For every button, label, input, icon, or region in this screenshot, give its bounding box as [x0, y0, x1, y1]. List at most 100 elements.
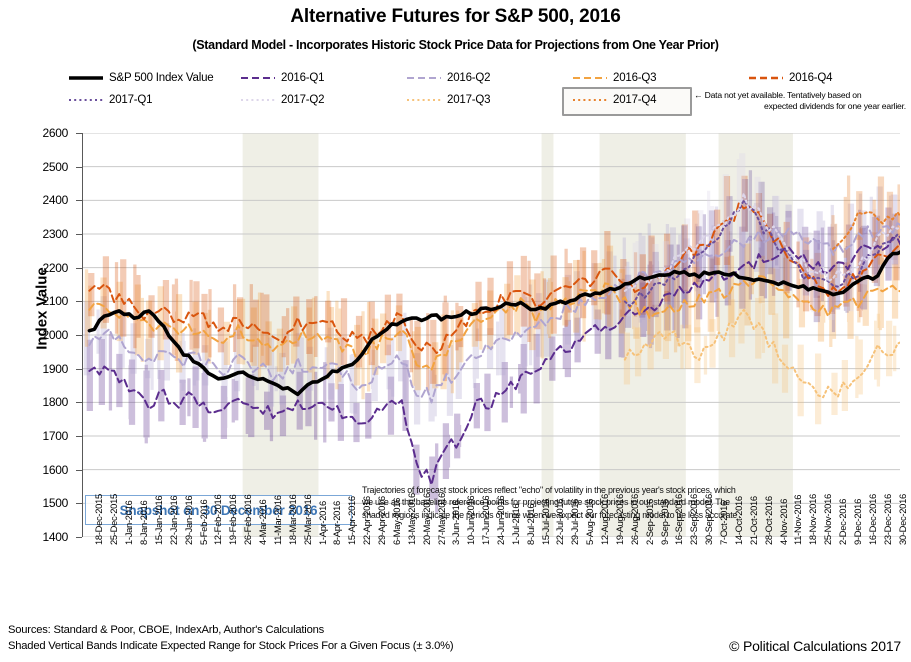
y-axis-tick-label: 2500 — [42, 159, 69, 174]
legend-item-label: 2016-Q3 — [613, 72, 657, 84]
legend-item-2017-q3[interactable]: 2017-Q3 — [406, 92, 491, 108]
x-axis-tick-label: 1-Jul-2016 — [509, 503, 521, 545]
bands-note-line: Shaded Vertical Bands Indicate Expected … — [8, 640, 454, 652]
y-axis-tick-mark — [76, 166, 82, 168]
y-axis-tick-mark — [76, 335, 82, 336]
page-title: Alternative Futures for S&P 500, 2016 — [290, 6, 621, 27]
x-axis-tick-label: 12-Aug-2016 — [599, 494, 611, 545]
x-axis-tick-label: 7-Oct-2016 — [718, 501, 730, 545]
y-axis-tick-label: 1700 — [42, 429, 69, 443]
chart-legend: S&P 500 Index Value 2016-Q1 2016-Q2 2016-Q3… — [68, 70, 906, 116]
series-line-2016-q2 — [88, 222, 900, 404]
series-line-2017-q1 — [623, 199, 900, 307]
x-axis-tick-label: 16-Dec-2016 — [866, 494, 878, 545]
y-axis-title: Index Value — [33, 267, 51, 350]
x-axis-tick-label: 22-Jan-2016 — [167, 495, 179, 545]
legend-item-label: 2016-Q2 — [447, 72, 491, 84]
copyright-notice: © Political Calculations 2017 — [729, 638, 901, 654]
legend-swatch-icon — [573, 99, 607, 101]
x-axis-tick-label: 21-Oct-2016 — [747, 496, 759, 545]
x-axis-tick-label: 18-Nov-2016 — [807, 494, 819, 545]
legend-item-s-p-500-index-value[interactable]: S&P 500 Index Value — [68, 70, 214, 86]
x-axis-tick-label: 13-May-2016 — [405, 493, 417, 545]
y-axis-tick-label: 2000 — [42, 328, 69, 342]
x-axis-tick-label: 26-Aug-2016 — [628, 494, 640, 545]
y-axis-tick-label: 1400 — [42, 530, 69, 544]
series-line-s-p-500-index-value — [87, 250, 900, 397]
range-band-2017-q3 — [623, 286, 897, 425]
y-axis-tick-label: 2200 — [42, 260, 69, 275]
x-axis-tick-label: 30-Sep-2016 — [703, 494, 715, 545]
y-axis-tick-mark — [76, 436, 82, 437]
y-axis-tick-label: 2300 — [42, 227, 69, 241]
legend-item-2017-q1[interactable]: 2017-Q1 — [68, 92, 153, 108]
snapshot-badge: Snapshot on 30 December 2016 — [85, 495, 352, 525]
y-axis-tick-label: 1800 — [42, 395, 69, 410]
x-axis-tick-label: 1-Apr-2016 — [316, 501, 328, 545]
x-axis-tick-label: 16-Sep-2016 — [673, 494, 685, 545]
x-axis-tick-label: 15-Jan-2016 — [152, 495, 164, 545]
y-axis-tick-mark — [76, 133, 82, 134]
x-axis-tick-label: 29-Jan-2016 — [182, 495, 194, 545]
x-axis-tick-label: 22-Apr-2016 — [361, 496, 373, 545]
legend-item-2016-q4[interactable]: 2016-Q4 — [748, 70, 833, 86]
legend-swatch-icon — [241, 99, 275, 101]
x-axis-tick-label: 15-Apr-2016 — [346, 496, 358, 545]
y-axis-tick-mark — [76, 301, 82, 303]
y-axis-tick-mark — [76, 469, 82, 471]
legend-swatch-icon — [407, 99, 441, 101]
legend-item-2017-q4[interactable]: 2017-Q4 — [572, 92, 657, 108]
legend-item-2016-q1[interactable]: 2016-Q1 — [240, 70, 325, 86]
legend-swatch-icon — [69, 99, 103, 101]
legend-item-2017-q2[interactable]: 2017-Q2 — [240, 92, 325, 108]
x-axis-tick-label: 19-Feb-2016 — [227, 494, 239, 545]
x-axis-tick-label: 18-Mar-2016 — [286, 494, 298, 545]
x-axis-tick-label: 11-Nov-2016 — [792, 494, 804, 545]
x-axis-tick-label: 23-Sep-2016 — [688, 494, 700, 545]
x-axis-tick-label: 9-Dec-2016 — [851, 499, 863, 545]
y-axis-tick-label: 1900 — [42, 361, 69, 376]
legend-item-label: 2017-Q3 — [447, 94, 491, 106]
x-axis-tick-label: 12-Feb-2016 — [212, 494, 224, 545]
x-axis-labels: 18-Dec-2015 25-Dec-2015 1-Jan-2016 8-Jan-20… — [0, 493, 911, 622]
x-axis-tick-label: 15-Jul-2016 — [539, 498, 551, 545]
x-axis-tick-label: 18-Dec-2015 — [93, 494, 105, 545]
x-axis-tick-label: 9-Sep-2016 — [658, 499, 670, 545]
y-axis-line — [82, 133, 83, 537]
y-axis-labels: 1400 1500 1600 1700 1800 1900 2000 2100 2200 2300… — [0, 126, 82, 544]
legend-item-label: 2016-Q4 — [789, 72, 833, 84]
x-axis-tick-label: 26-Feb-2016 — [242, 494, 254, 545]
y-axis-tick-label: 1600 — [42, 462, 69, 477]
x-axis-tick-label: 29-Apr-2016 — [376, 496, 388, 545]
y-axis-tick-label: 1500 — [42, 496, 69, 511]
y-axis-tick-label: 2400 — [42, 193, 69, 208]
series-line-2016-q3 — [88, 275, 900, 371]
y-axis-tick-mark — [76, 503, 82, 505]
series-line-2017-q4 — [832, 211, 900, 250]
x-axis-tick-label: 25-Dec-2015 — [108, 494, 120, 545]
x-axis-tick-label: 14-Oct-2016 — [732, 496, 744, 545]
x-axis-tick-label: 11-Mar-2016 — [271, 495, 283, 545]
y-axis-tick-label: 2600 — [42, 126, 69, 140]
y-axis-tick-label: 2100 — [42, 294, 69, 309]
sources-line: Sources: Standard & Poor, CBOE, IndexArb… — [8, 624, 325, 636]
x-axis-tick-label: 29-Jul-2016 — [569, 498, 581, 545]
x-axis-tick-label: 25-Mar-2016 — [301, 494, 313, 545]
series-line-2017-q2 — [623, 192, 900, 292]
x-axis-tick-label: 25-Nov-2016 — [822, 494, 834, 545]
x-axis-tick-label: 5-Feb-2016 — [197, 499, 209, 545]
legend-swatch-icon — [749, 76, 783, 80]
y-axis-tick-mark — [76, 267, 82, 269]
x-axis-tick-label: 4-Mar-2016 — [257, 499, 269, 545]
x-axis-tick-label: 24-Jun-2016 — [495, 495, 506, 545]
legend-item-2016-q2[interactable]: 2016-Q2 — [406, 70, 491, 86]
x-axis-tick-label: 2-Sep-2016 — [643, 499, 655, 545]
series-line-2017-q3 — [623, 308, 900, 399]
y-axis-tick-mark — [76, 368, 82, 370]
legend-swatch-icon — [573, 77, 607, 79]
legend-swatch-icon — [241, 77, 275, 79]
x-axis-tick-label: 5-Aug-2016 — [584, 499, 596, 545]
x-axis-tick-label: 1-Jan-2016 — [123, 500, 135, 545]
chart-canvas — [82, 133, 900, 537]
legend-item-2016-q3[interactable]: 2016-Q3 — [572, 70, 657, 86]
